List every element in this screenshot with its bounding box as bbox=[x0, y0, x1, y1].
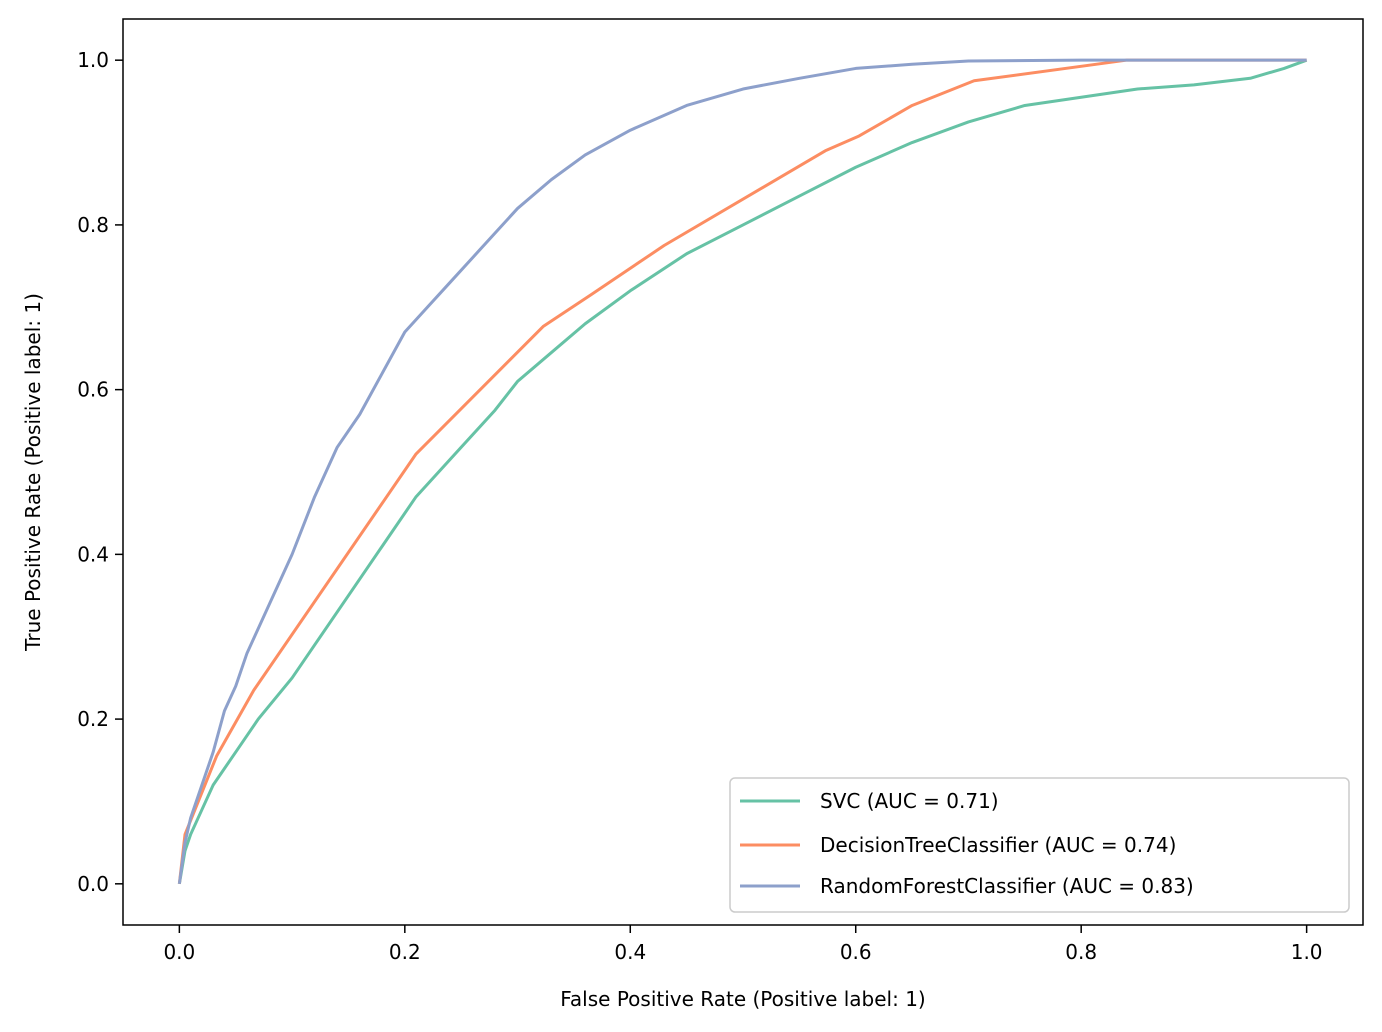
x-tick-label: 1.0 bbox=[1291, 940, 1323, 964]
series-lines bbox=[177, 58, 1308, 885]
y-axis-title: True Positive Rate (Positive label: 1) bbox=[21, 293, 45, 652]
y-tick-label: 0.2 bbox=[77, 707, 109, 731]
series-line-random-forest bbox=[177, 58, 1307, 885]
legend-box bbox=[729, 777, 1350, 913]
x-tick-label: 0.8 bbox=[1065, 940, 1097, 964]
x-tick-label: 0.4 bbox=[614, 940, 646, 964]
legend-label-svc: SVC (AUC = 0.71) bbox=[820, 789, 999, 813]
y-tick-label: 0.8 bbox=[77, 213, 109, 237]
x-tick-label: 0.0 bbox=[163, 940, 195, 964]
y-axis-ticks: 0.0 0.2 0.4 0.6 0.8 1.0 bbox=[77, 48, 123, 896]
x-axis-title: False Positive Rate (Positive label: 1) bbox=[560, 987, 926, 1011]
y-tick-label: 0.4 bbox=[77, 542, 109, 566]
legend: SVC (AUC = 0.71) DecisionTreeClassifier … bbox=[729, 777, 1350, 913]
plot-frame bbox=[122, 18, 1364, 926]
series-line-decision-tree bbox=[177, 58, 1307, 884]
x-tick-label: 0.2 bbox=[389, 940, 421, 964]
y-tick-label: 0.0 bbox=[77, 872, 109, 896]
x-axis-ticks: 0.0 0.2 0.4 0.6 0.8 1.0 bbox=[163, 925, 1323, 964]
y-tick-label: 0.6 bbox=[77, 378, 109, 402]
legend-label-random-forest: RandomForestClassifier (AUC = 0.83) bbox=[820, 874, 1194, 898]
legend-label-decision-tree: DecisionTreeClassifier (AUC = 0.74) bbox=[820, 833, 1176, 857]
y-tick-label: 1.0 bbox=[77, 48, 109, 72]
series-line-svc bbox=[177, 58, 1308, 885]
x-tick-label: 0.6 bbox=[840, 940, 872, 964]
